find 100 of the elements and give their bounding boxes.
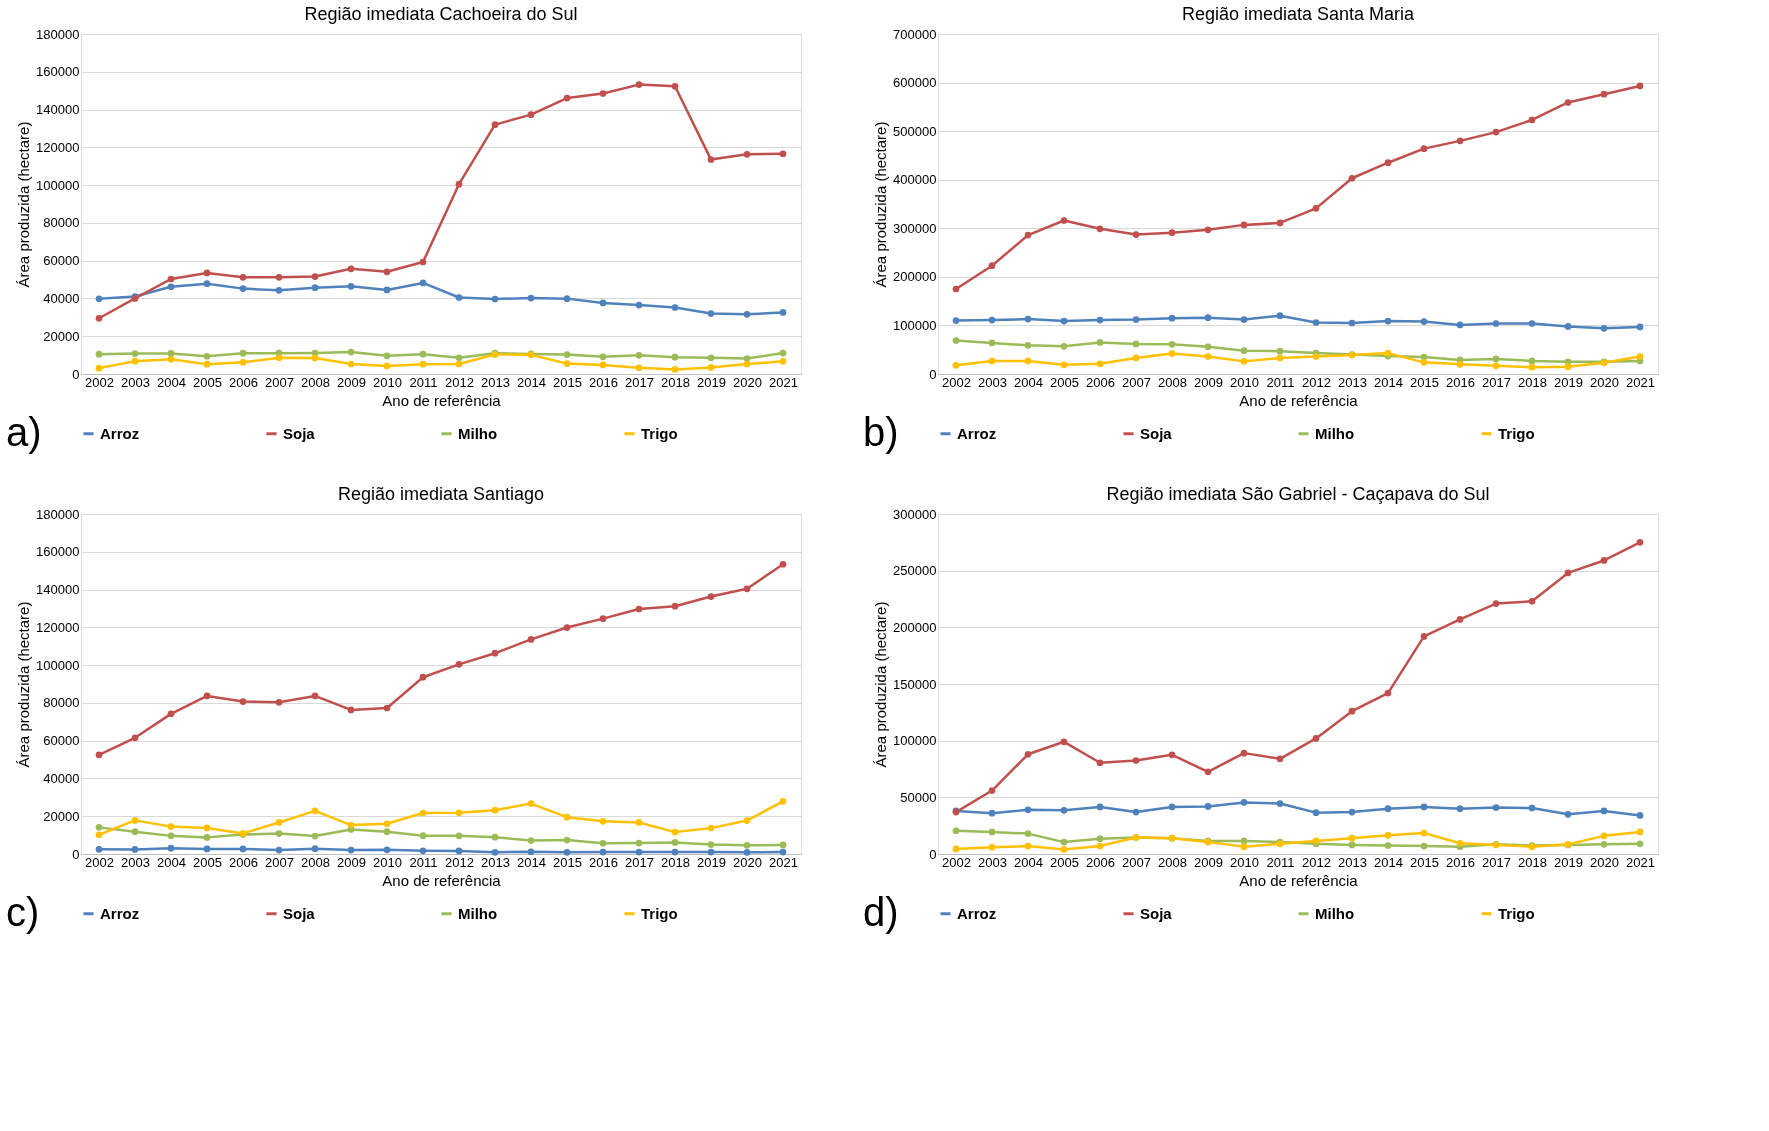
point [1060, 217, 1068, 224]
point [347, 846, 355, 854]
legend-label: Trigo [1498, 904, 1535, 922]
legend-label: Soja [1140, 424, 1173, 442]
point [563, 94, 571, 102]
x-tick-label: 2012 [445, 854, 474, 870]
point [1060, 361, 1068, 369]
x-tick-label: 2012 [1302, 854, 1331, 870]
point [1420, 145, 1428, 152]
legend-label: Soja [1140, 904, 1173, 922]
point [743, 355, 751, 362]
point [1096, 225, 1104, 233]
point [203, 360, 211, 368]
point [419, 673, 427, 681]
point [131, 734, 139, 742]
point [527, 800, 535, 807]
point [1240, 316, 1248, 323]
point [988, 316, 996, 324]
point [1240, 347, 1248, 355]
point [1312, 809, 1320, 816]
x-tick-label: 2018 [1518, 854, 1547, 870]
point [1636, 828, 1644, 836]
x-axis-title: Ano de referência [1239, 871, 1359, 889]
point [952, 845, 960, 853]
point [1312, 319, 1320, 326]
text: c) [6, 890, 40, 934]
x-tick-label: 2017 [625, 374, 654, 390]
point [988, 262, 996, 270]
point [1096, 842, 1104, 850]
legend-label: Milho [1315, 424, 1355, 442]
y-tick-label: 100000 [36, 177, 80, 193]
point [1096, 339, 1104, 346]
point [988, 787, 996, 794]
point [563, 624, 571, 631]
point [743, 150, 751, 158]
point [1528, 116, 1536, 124]
point [1132, 757, 1140, 764]
point [779, 797, 787, 805]
x-tick-label: 2011 [1266, 854, 1295, 870]
point [599, 353, 607, 361]
x-tick-label: 2008 [1158, 854, 1187, 870]
y-tick-label: 200000 [893, 619, 937, 635]
x-tick-label: 2013 [1338, 854, 1367, 870]
point [779, 560, 787, 568]
point [239, 273, 247, 281]
x-tick-label: 2008 [301, 374, 330, 390]
y-tick-label: 100000 [893, 733, 937, 749]
point [1348, 841, 1356, 849]
point [952, 827, 960, 835]
x-tick-label: 2008 [1158, 374, 1187, 390]
point [491, 649, 499, 657]
point [707, 310, 715, 317]
point [707, 841, 715, 848]
point [1132, 354, 1140, 362]
point [95, 314, 103, 322]
legend-label: Milho [1315, 904, 1355, 922]
x-tick-label: 2011 [1266, 374, 1295, 390]
x-tick-label: 2010 [1230, 374, 1259, 390]
x-tick-label: 2006 [229, 374, 258, 390]
point [1492, 128, 1500, 136]
point [952, 337, 960, 344]
x-tick-label: 2019 [1554, 374, 1583, 390]
point [952, 285, 960, 293]
x-tick-label: 2003 [978, 374, 1007, 390]
point [671, 82, 679, 90]
point [1456, 839, 1464, 847]
x-tick-label: 2019 [697, 854, 726, 870]
point [275, 698, 283, 706]
x-tick-label: 2005 [1050, 854, 1079, 870]
x-axis-title: Ano de referência [1239, 391, 1359, 409]
legend-label: Milho [458, 424, 498, 442]
x-tick-label: 2016 [1446, 374, 1475, 390]
point [1060, 807, 1068, 814]
point [1276, 755, 1284, 763]
point [1564, 323, 1572, 330]
point [1456, 805, 1464, 813]
point [455, 180, 463, 188]
y-tick-label: 140000 [36, 582, 80, 598]
point [1168, 341, 1176, 348]
point [527, 837, 535, 844]
point [203, 834, 211, 841]
point [203, 824, 211, 832]
point [1456, 360, 1464, 368]
x-tick-label: 2011 [409, 854, 438, 870]
point [1492, 355, 1500, 363]
y-tick-label: 300000 [893, 220, 937, 236]
point [1564, 99, 1572, 106]
point [635, 848, 643, 856]
point [563, 836, 571, 844]
y-tick-label: 20000 [43, 328, 80, 344]
point [1636, 353, 1644, 360]
point [491, 848, 499, 856]
x-tick-label: 2003 [978, 854, 1007, 870]
x-tick-label: 2007 [265, 374, 294, 390]
point [1384, 159, 1392, 167]
point [952, 317, 960, 324]
point [167, 283, 175, 291]
point [1528, 357, 1536, 365]
point [599, 848, 607, 856]
point [1492, 362, 1500, 370]
